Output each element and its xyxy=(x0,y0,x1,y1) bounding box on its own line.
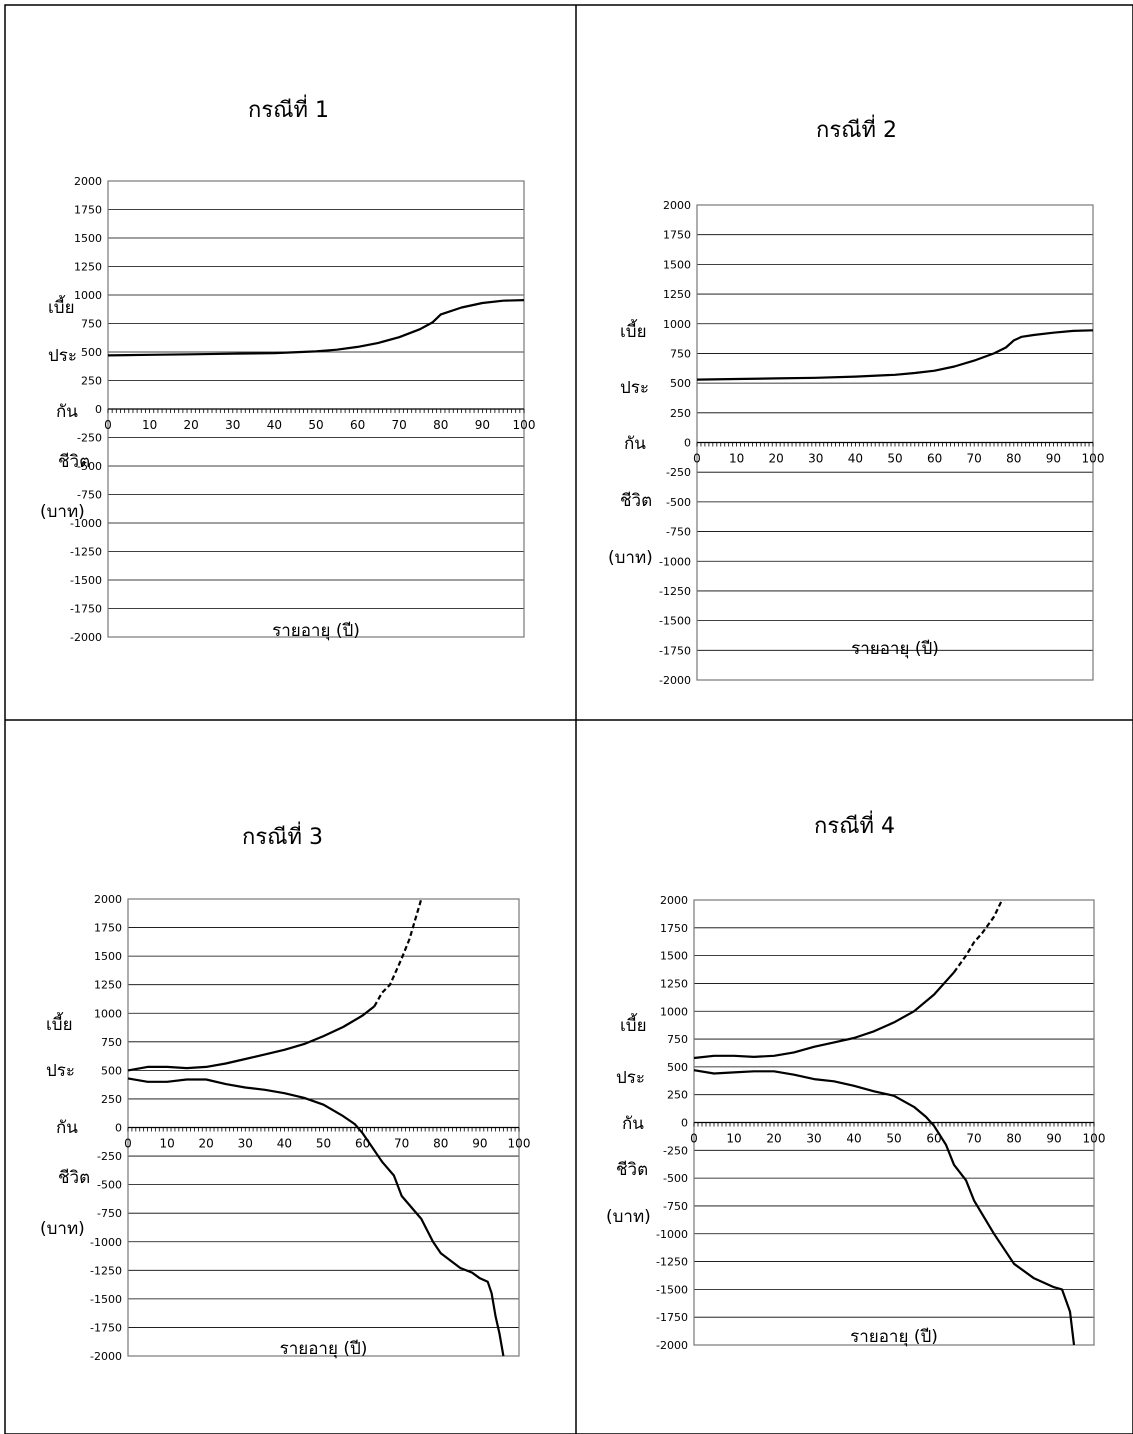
y-axis-label-line-5: (บาท) xyxy=(606,1207,651,1227)
y-axis-label-line-2: ประ xyxy=(46,1061,76,1081)
y-axis-label-line-4: ชีวิต xyxy=(620,491,653,511)
y-axis-label-line-1: เบี้ย xyxy=(46,1015,73,1035)
y-axis-label-line-4: ชีวิต xyxy=(616,1160,649,1180)
y-axis-label-line-1: เบี้ย xyxy=(620,322,647,342)
y-axis-label-line-1: เบี้ย xyxy=(48,298,75,318)
y-axis-label-line-2: ประ xyxy=(616,1068,646,1088)
y-axis-label-line-5: (บาท) xyxy=(40,1219,85,1239)
y-axis-label-line-2: ประ xyxy=(48,346,78,366)
y-axis-label-line-1: เบี้ย xyxy=(620,1016,647,1036)
y-axis-label-line-5: (บาท) xyxy=(40,502,85,522)
y-axis-label-line-3: กัน xyxy=(56,402,78,422)
y-axis-label-line-5: (บาท) xyxy=(608,548,653,568)
y-axis-label-line-3: กัน xyxy=(622,1114,644,1134)
panel-title: กรณีที่ 3 xyxy=(242,825,324,850)
panel-title: กรณีที่ 2 xyxy=(816,118,898,143)
y-axis-label-line-4: ชีวิต xyxy=(58,1168,91,1188)
y-axis-label-line-2: ประ xyxy=(620,378,650,398)
y-axis-label-line-3: กัน xyxy=(56,1118,78,1138)
y-axis-label-line-4: ชีวิต xyxy=(58,452,91,472)
panel-title: กรณีที่ 1 xyxy=(248,98,330,123)
y-axis-label-line-3: กัน xyxy=(624,434,646,454)
panel-title: กรณีที่ 4 xyxy=(814,814,896,839)
